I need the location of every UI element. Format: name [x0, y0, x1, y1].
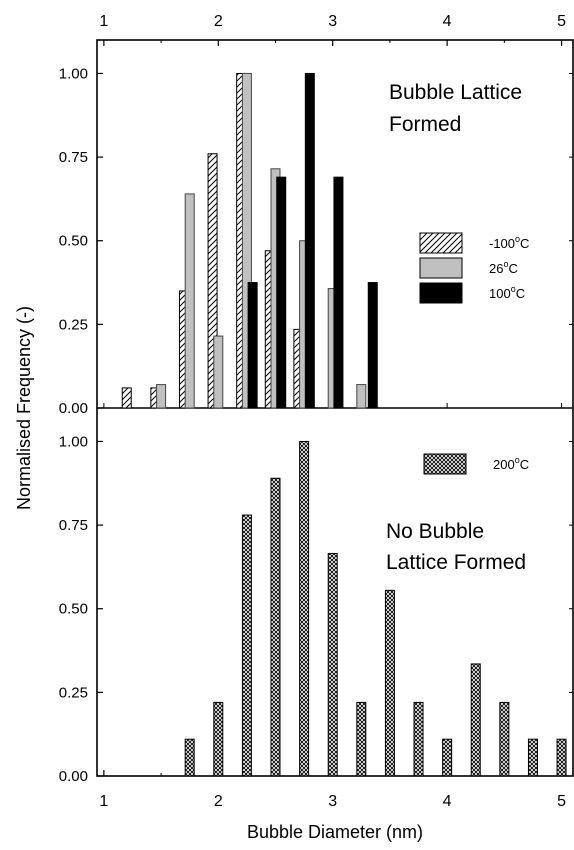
panel-top: 0.00 0.25 0.50 0.75 1.00 Bubble Lattice Formed…	[59, 65, 573, 417]
legend-swatch	[419, 282, 463, 304]
x-tick-label-bottom: 3	[328, 793, 337, 810]
x-axis-label: Bubble Diameter (nm)	[247, 822, 423, 842]
bar-bottom	[213, 701, 224, 777]
annotation-top: Bubble Lattice	[389, 81, 522, 104]
y-tick-label: 1.00	[59, 65, 88, 82]
bar-bottom	[327, 553, 338, 777]
x-tick-label-top: 2	[214, 13, 223, 30]
y-tick-label: 0.00	[59, 400, 88, 417]
panel-bottom: 0.00 0.25 0.50 0.75 1.00 No Bubble Lattice For…	[59, 433, 573, 785]
y-tick-label: 0.75	[59, 517, 88, 534]
x-tick-label-top: 4	[443, 13, 452, 30]
legend-label: -100oC	[489, 234, 529, 251]
annotation-bottom: Lattice Formed	[386, 551, 526, 574]
legend-label: 200oC	[493, 455, 529, 472]
y-tick-label: 1.00	[59, 433, 88, 450]
x-tick-label-top: 1	[99, 13, 108, 30]
bar-bottom	[470, 663, 481, 777]
y-tick-label: 0.50	[59, 233, 88, 250]
bar-bottom	[413, 701, 424, 777]
y-tick-label: 0.75	[59, 149, 88, 166]
x-tick-label-bottom: 2	[214, 793, 223, 810]
bar-bottom	[299, 440, 310, 777]
bar-top	[156, 384, 167, 409]
bar-bottom	[556, 738, 567, 777]
bar-top	[333, 176, 344, 409]
bar-top	[304, 72, 315, 409]
bar-bottom	[356, 701, 367, 777]
bar-bottom	[527, 738, 538, 777]
x-tick-label-top: 3	[328, 13, 337, 30]
annotation-top: Formed	[389, 113, 461, 136]
bar-bottom	[184, 738, 195, 777]
y-tick-label: 0.25	[59, 684, 88, 701]
bar-top	[241, 72, 252, 409]
bar-top	[213, 335, 224, 409]
y-tick-label: 0.50	[59, 601, 88, 618]
x-tick-label-top: 5	[557, 13, 566, 30]
y-tick-label: 0.00	[59, 768, 88, 785]
bar-top	[121, 387, 132, 409]
x-tick-label-bottom: 5	[557, 793, 566, 810]
y-tick-label: 0.25	[59, 316, 88, 333]
bar-top	[207, 153, 218, 409]
axes-group: 1 1 2 2 3 3 4 4 5 5 Bubble Diameter (nm) Normalised…	[14, 13, 574, 842]
x-tick-label-bottom: 1	[99, 793, 108, 810]
legend-swatch	[423, 453, 467, 475]
bar-bottom	[384, 589, 395, 777]
y-axis-label: Normalised Frequency (-)	[14, 306, 34, 510]
x-tick-label-bottom: 4	[443, 793, 452, 810]
bar-top	[247, 282, 258, 409]
bar-bottom	[270, 477, 281, 777]
bar-bottom	[499, 701, 510, 777]
legend-label: 100oC	[489, 284, 525, 301]
bar-bottom	[241, 514, 252, 777]
bar-top	[184, 193, 195, 409]
legend-label: 26oC	[489, 259, 518, 276]
bar-bottom	[442, 738, 453, 777]
annotation-bottom: No Bubble	[386, 520, 484, 543]
legend-swatch	[419, 232, 463, 254]
bar-top	[276, 176, 287, 409]
bar-top	[367, 282, 378, 409]
bar-top	[356, 384, 367, 409]
legend-swatch	[419, 257, 463, 279]
